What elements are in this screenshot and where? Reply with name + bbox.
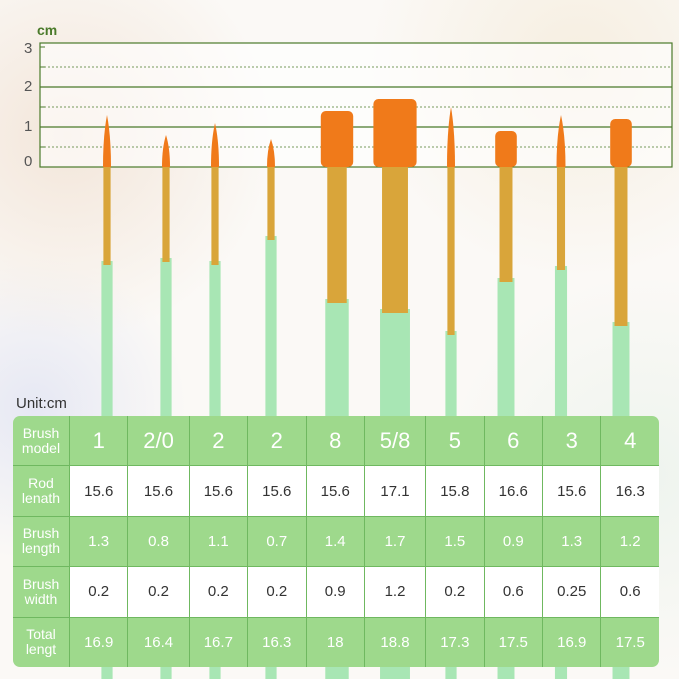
brush-ferrule <box>211 167 219 265</box>
brush-width-cell: 0.6 <box>600 566 659 618</box>
row-header: Brush model <box>13 416 70 467</box>
brush-model-cell: 1 <box>68 416 129 467</box>
total-length-cell: 17.5 <box>483 616 544 667</box>
brush-length-cell: 0.7 <box>247 515 307 568</box>
rod-length-cell: 16.6 <box>483 465 544 517</box>
ruler-tick-2: 2 <box>24 78 33 95</box>
ruler-tick-1: 1 <box>24 118 33 135</box>
brush-bristles <box>267 139 275 167</box>
total-length-cell: 16.9 <box>68 616 129 667</box>
brush-ferrule <box>327 167 347 303</box>
ruler-unit: cm <box>37 22 58 38</box>
total-length-cell: 16.7 <box>188 616 249 667</box>
row-header-line: length <box>21 540 61 557</box>
brush-bristles <box>162 135 170 167</box>
row-header-line: Brush <box>22 525 60 542</box>
row-header-line: Brush <box>22 575 60 592</box>
brush-ferrule <box>556 167 566 270</box>
unit-note: Unit:cm <box>16 395 67 412</box>
brush-width-cell: 0.6 <box>483 566 544 618</box>
brush-model-cell: 2 <box>188 416 249 467</box>
brush-length-cell: 1.7 <box>363 515 427 568</box>
brush-length-cell: 0.9 <box>483 515 544 568</box>
brush-model-cell: 5/8 <box>363 416 427 467</box>
brush-model-cell: 8 <box>305 416 365 467</box>
row-header-line: Rod <box>28 475 54 492</box>
ruler-tick-0: 0 <box>24 153 33 170</box>
total-length-cell: 17.5 <box>600 616 659 667</box>
brush-ferrule <box>267 167 275 240</box>
brush-bristles <box>373 99 417 167</box>
row-header-line: lengt <box>25 641 57 658</box>
rod-length-cell: 17.1 <box>363 465 427 517</box>
brush-width-cell: 0.2 <box>247 566 307 618</box>
brush-width-cell: 1.2 <box>363 566 427 618</box>
brush-length-cell: 1.2 <box>600 515 659 568</box>
brush-width-cell: 0.9 <box>305 566 365 618</box>
rod-length-cell: 15.6 <box>541 465 602 517</box>
brush-length-cell: 1.3 <box>541 515 602 568</box>
brush-bristles <box>320 111 354 167</box>
row-header-line: width <box>24 590 58 607</box>
brush-ferrule <box>447 167 455 335</box>
brush-model-cell: 2/0 <box>127 416 190 467</box>
brush-length-cell: 0.8 <box>127 515 190 568</box>
brush-width-cell: 0.2 <box>127 566 190 618</box>
brush-width-cell: 0.25 <box>541 566 602 618</box>
rod-length-cell: 15.8 <box>425 465 485 517</box>
brush-bristles <box>556 115 566 167</box>
brush-bristles <box>610 119 632 167</box>
brush-width-cell: 0.2 <box>68 566 129 618</box>
rod-length-cell: 15.6 <box>127 465 190 517</box>
ruler-box <box>39 42 673 168</box>
rod-length-cell: 15.6 <box>68 465 129 517</box>
brush-bristles <box>495 131 517 167</box>
brush-length-cell: 1.1 <box>188 515 249 568</box>
brush-length-cell: 1.3 <box>68 515 129 568</box>
brush-ferrule <box>103 167 111 265</box>
brush-spec-table: Brush model 1 2/0 2 2 8 5/8 5 6 3 4 Rod lenath 15.6 15.… <box>12 415 660 668</box>
ruler-tick-3: 3 <box>24 40 33 57</box>
row-brush-length: Brush length 1.3 0.8 1.1 0.7 1.4 1.7 1.5 0.9 1.3 1.… <box>13 515 659 568</box>
rod-length-cell: 15.6 <box>188 465 249 517</box>
row-header-line: Brush <box>22 424 60 441</box>
brush-ferrule <box>499 167 513 282</box>
brush-ferrule <box>614 167 628 326</box>
row-header: Total lengt <box>13 616 70 667</box>
rod-length-cell: 16.3 <box>600 465 659 517</box>
rod-length-cell: 15.6 <box>247 465 307 517</box>
total-length-cell: 17.3 <box>425 616 485 667</box>
brush-model-cell: 2 <box>247 416 307 467</box>
brush-width-cell: 0.2 <box>425 566 485 618</box>
row-brush-width: Brush width 0.2 0.2 0.2 0.2 0.9 1.2 0.2 0.6 0.25 0.… <box>13 566 659 618</box>
row-header-line: model <box>21 439 61 456</box>
brush-model-cell: 3 <box>541 416 602 467</box>
row-rod-length: Rod lenath 15.6 15.6 15.6 15.6 15.6 17.1 15.8 16.… <box>13 465 659 517</box>
brush-bristles <box>211 123 219 167</box>
brush-length-cell: 1.4 <box>305 515 365 568</box>
brush-model-cell: 4 <box>600 416 659 467</box>
total-length-cell: 18 <box>305 616 365 667</box>
brush-length-cell: 1.5 <box>425 515 485 568</box>
brush-model-cell: 5 <box>425 416 485 467</box>
brush-bristles <box>447 107 455 167</box>
total-length-cell: 16.4 <box>127 616 190 667</box>
row-header-line: Total <box>26 626 56 643</box>
brush-bristles <box>103 115 111 167</box>
row-header: Brush width <box>13 566 70 618</box>
row-brush-model: Brush model 1 2/0 2 2 8 5/8 5 6 3 4 <box>13 416 659 467</box>
brush-ferrule <box>382 167 408 313</box>
row-header-line: lenath <box>21 490 61 507</box>
row-header: Rod lenath <box>13 465 70 517</box>
brush-model-cell: 6 <box>483 416 544 467</box>
total-length-cell: 18.8 <box>363 616 427 667</box>
brush-width-cell: 0.2 <box>188 566 249 618</box>
total-length-cell: 16.9 <box>541 616 602 667</box>
rod-length-cell: 15.6 <box>305 465 365 517</box>
brush-ferrule <box>162 167 170 262</box>
row-total-length: Total lengt 16.9 16.4 16.7 16.3 18 18.8 17.3 17.5… <box>13 616 659 667</box>
total-length-cell: 16.3 <box>247 616 307 667</box>
row-header: Brush length <box>13 515 70 568</box>
